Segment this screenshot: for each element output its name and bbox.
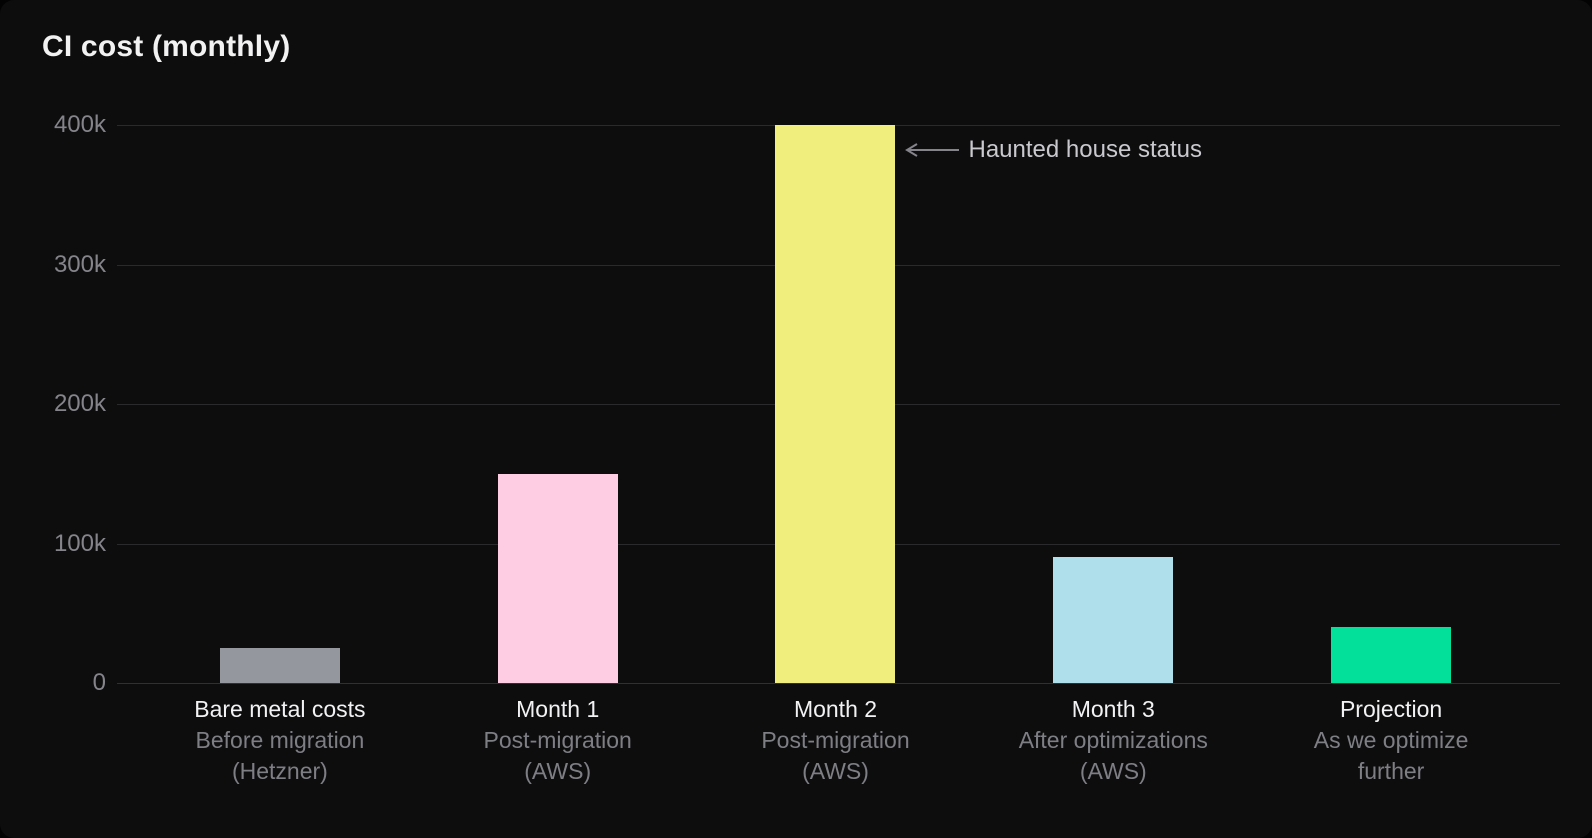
x-label-projection: Projection As we optimize further (1252, 694, 1530, 787)
y-tick-label: 100k (53, 529, 106, 557)
x-axis-labels: Bare metal costs Before migration (Hetzn… (141, 694, 1530, 787)
bar-projection (1331, 627, 1452, 683)
bar-bare-metal-costs (219, 648, 340, 683)
y-tick-label: 0 (92, 669, 106, 696)
bar-slot (974, 125, 1252, 683)
bar-label: Month 2 (793, 696, 878, 722)
bar-label: Projection (1339, 696, 1443, 722)
bar-slot (1252, 125, 1530, 683)
y-tick-label: 300k (53, 250, 106, 278)
bars-group (141, 125, 1530, 683)
x-label-bare-metal-costs: Bare metal costs Before migration (Hetzn… (141, 694, 419, 787)
chart-title: CI cost (monthly) (42, 30, 291, 63)
bar-month-3 (1053, 557, 1174, 683)
x-label-month-2: Month 2 Post-migration (AWS) (697, 694, 975, 787)
bar-label: Month 3 (1071, 696, 1155, 722)
bar-sublabel: As we optimize (1313, 727, 1469, 753)
annotation-label: Haunted house status (968, 136, 1203, 163)
bar-slot (697, 125, 975, 683)
y-axis: 400k 300k 200k 100k 0 (32, 111, 106, 696)
bar-sublabel: Post-migration (483, 727, 632, 753)
bar-sublabel: After optimizations (1018, 727, 1208, 753)
bar-slot (141, 125, 419, 683)
gridline-baseline (117, 683, 1560, 684)
left-arrow-icon (904, 143, 959, 157)
x-label-month-3: Month 3 After optimizations (AWS) (974, 694, 1252, 787)
annotation: Haunted house status (904, 136, 1203, 164)
plot-area: Haunted house status (117, 125, 1560, 684)
y-tick-label: 200k (53, 390, 106, 417)
bar-sublabel: (Hetzner) (231, 758, 328, 784)
bar-sublabel: Post-migration (761, 727, 910, 753)
bar-label: Month 1 (516, 696, 600, 722)
bar-sublabel: (AWS) (524, 758, 592, 784)
bar-month-2 (775, 125, 896, 683)
bar-sublabel: Before migration (195, 727, 365, 753)
bar-sublabel: (AWS) (802, 758, 869, 784)
bar-label: Bare metal costs (194, 696, 366, 722)
bar-month-1 (497, 473, 618, 683)
x-label-month-1: Month 1 Post-migration (AWS) (419, 694, 697, 787)
bar-sublabel: (AWS) (1079, 758, 1147, 784)
bar-slot (419, 125, 697, 683)
bar-sublabel: further (1357, 758, 1425, 784)
y-tick-label: 400k (53, 111, 106, 138)
